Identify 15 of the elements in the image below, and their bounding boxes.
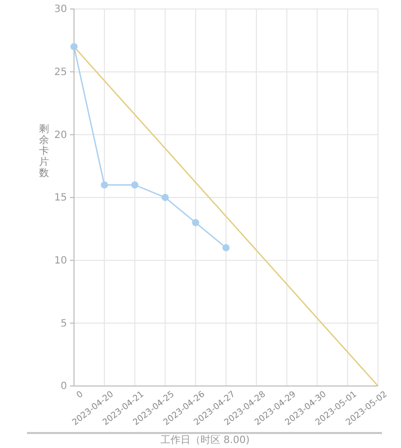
y-axis-title: 剩余卡片数 [39,124,49,179]
point [222,244,230,252]
y-tick-label: 0 [60,381,67,392]
point [192,219,200,226]
point [70,43,78,50]
y-tick-label: 30 [54,4,67,16]
point [100,181,108,189]
y-tick-label: 20 [54,130,67,141]
y-tick-label: 25 [54,67,67,78]
y-tick-label: 10 [54,256,67,267]
x-axis-title: 工作日（时区 8.00) [160,434,250,446]
point [131,181,138,189]
point [162,194,169,202]
y-tick-label: 5 [60,318,67,330]
y-tick-label: 15 [54,192,67,204]
